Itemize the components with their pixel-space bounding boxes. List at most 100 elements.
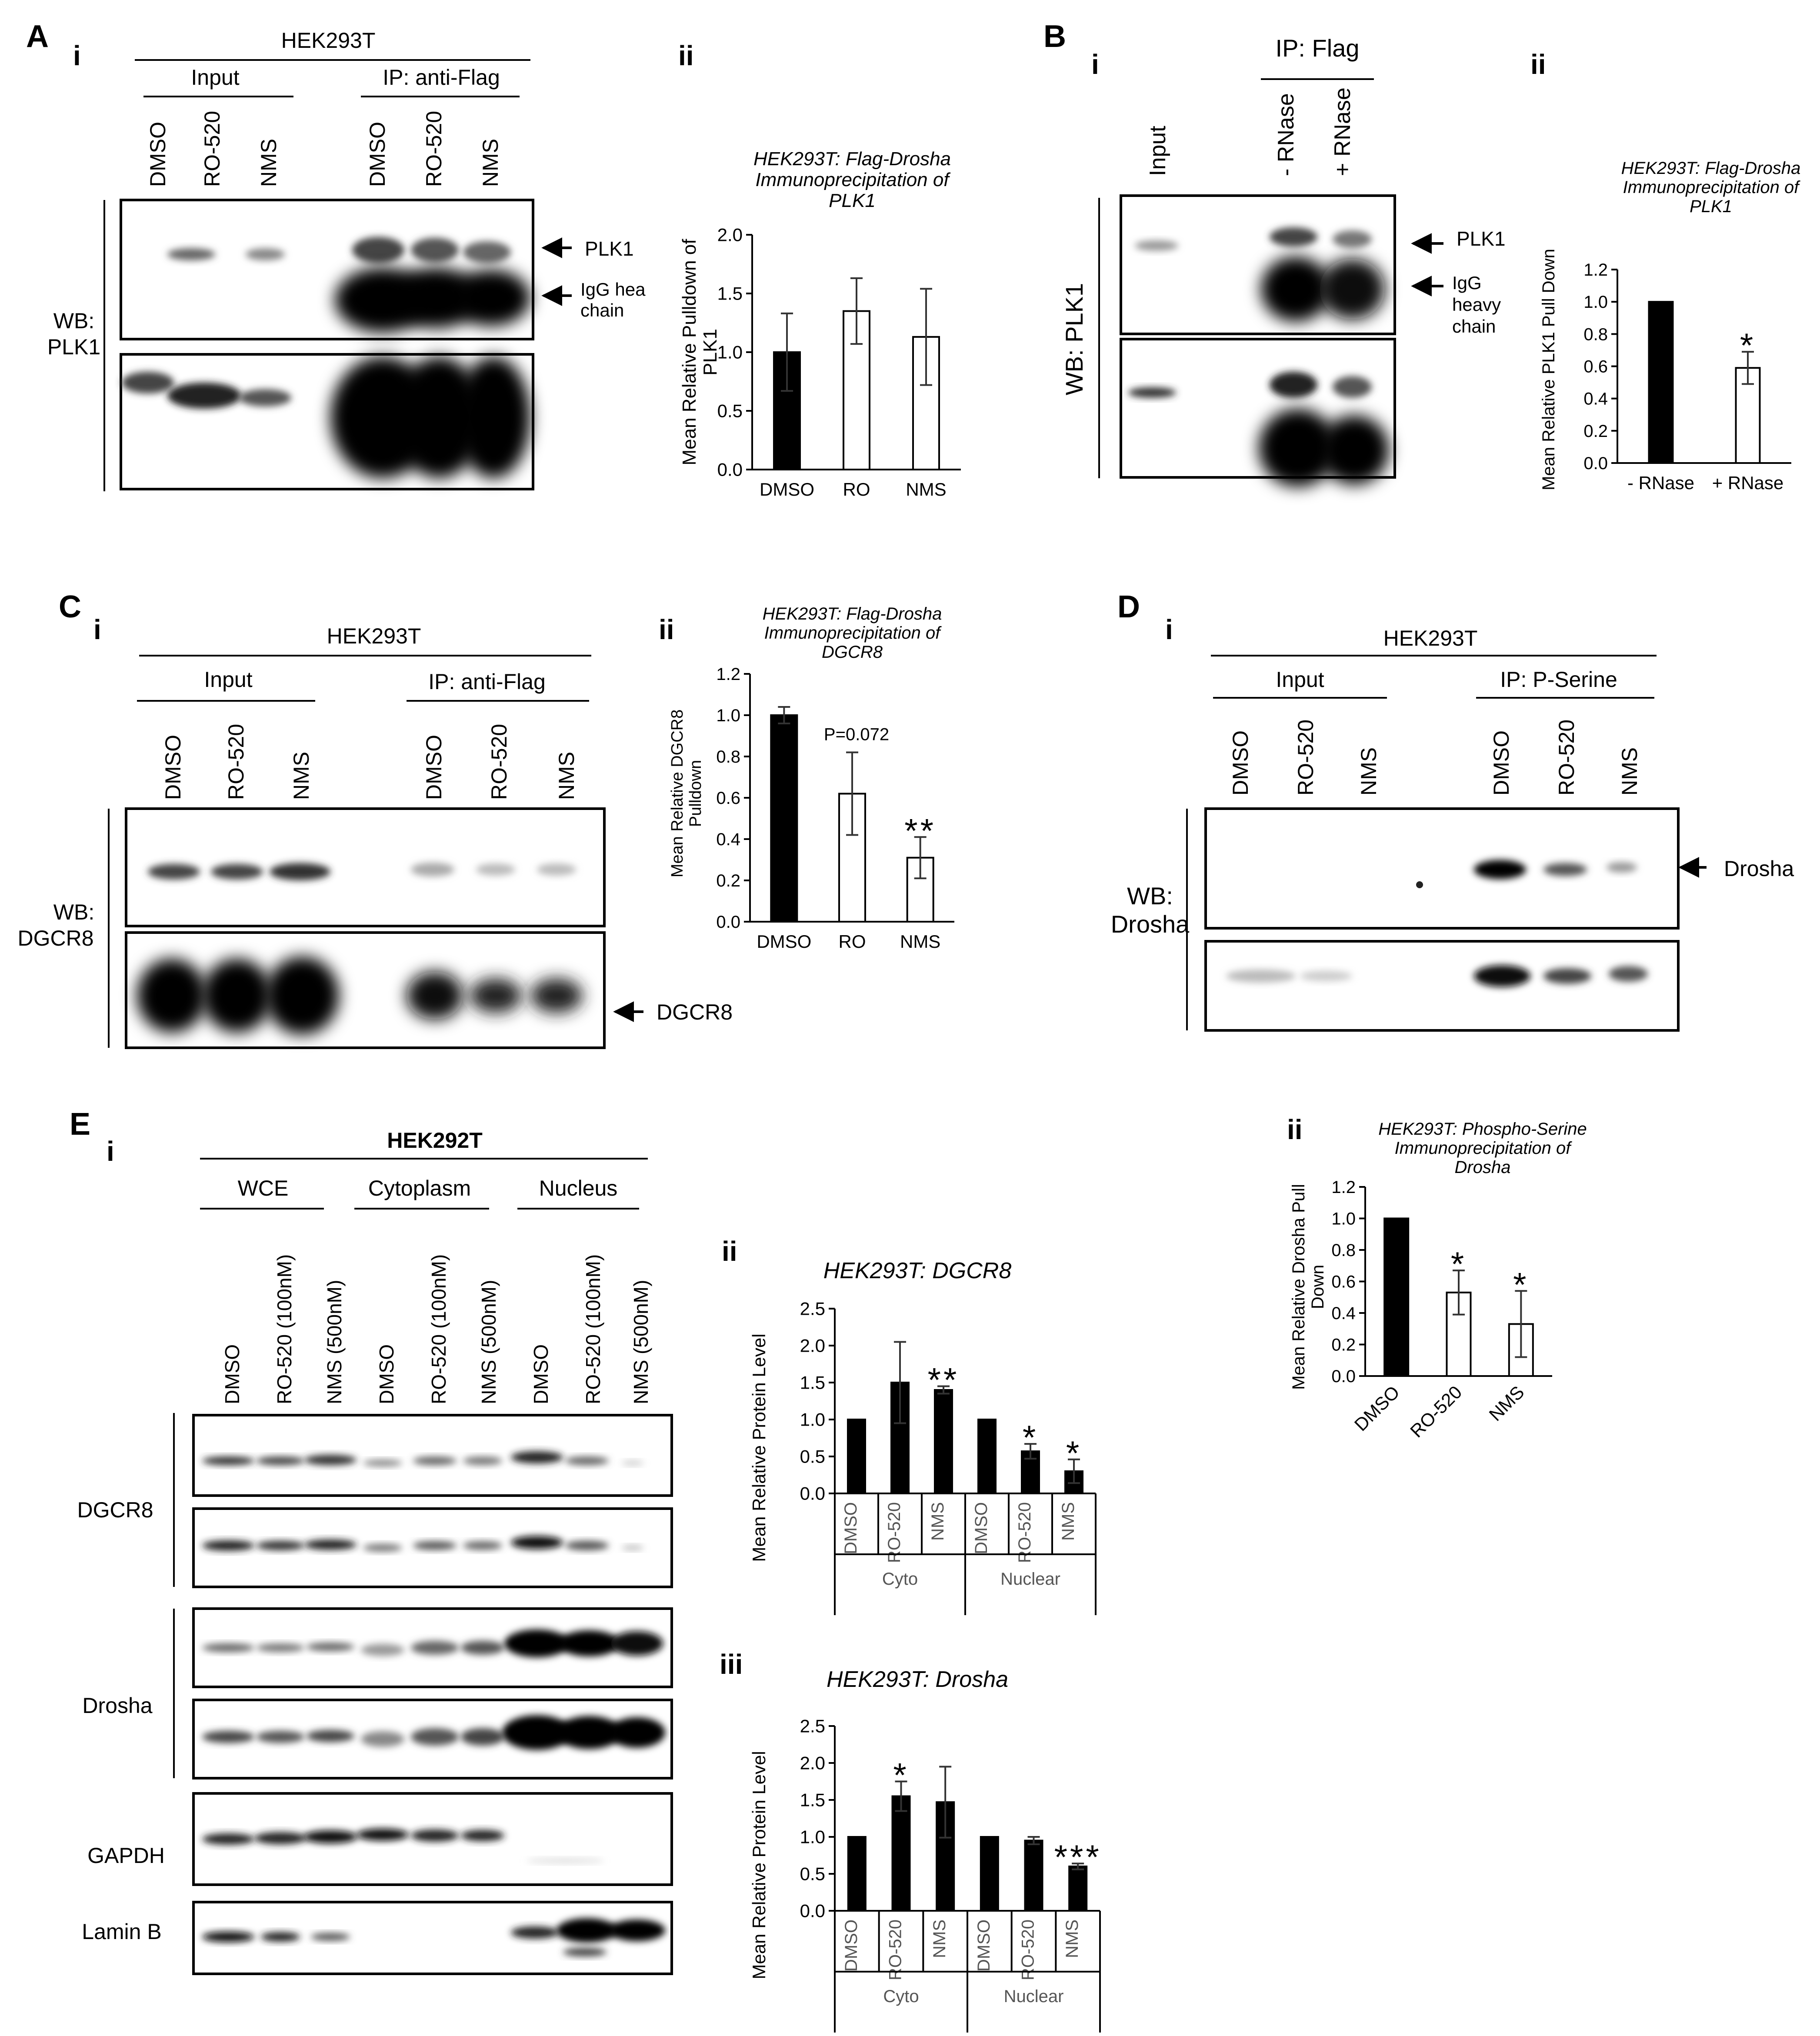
lane-label: Input: [1145, 126, 1170, 176]
panel-d-letter: D: [1117, 590, 1140, 624]
y-tick-label: 0.8: [1331, 1241, 1356, 1260]
panel-a-igg-label-1: IgG hea: [580, 279, 646, 300]
panel-b-blot-top: [1120, 194, 1396, 335]
x-tick-label: RO: [839, 931, 866, 952]
panel-c-i-label: i: [93, 614, 101, 645]
chart-title: Immunoprecipitation of: [755, 169, 951, 190]
x-tick-label: DMSO: [972, 1502, 991, 1554]
panel-c-cell-line: HEK293T: [327, 624, 421, 648]
y-axis-label: Mean Relative Protein Level: [749, 1333, 769, 1562]
x-tick-label: DMSO: [757, 931, 811, 952]
panel-b-blot-bottom: [1120, 338, 1396, 487]
y-tick-label: 0.6: [1331, 1273, 1356, 1292]
lane-label: DMSO: [375, 1344, 398, 1404]
y-tick-label: 1.0: [716, 706, 740, 725]
bar: [980, 1836, 999, 1912]
bar: [934, 1389, 953, 1494]
lane-label: NMS (500nM): [323, 1280, 346, 1404]
y-tick-label: 0.0: [716, 913, 740, 932]
panel-c-input-label: Input: [204, 667, 252, 692]
lane-label: RO-520 (100nM): [427, 1254, 450, 1404]
chart-title: HEK293T: Flag-Drosha: [763, 604, 942, 623]
lane-label: NMS: [1357, 747, 1381, 796]
y-tick-label: 0.4: [1331, 1304, 1356, 1323]
panel-c: C i ii HEK293T Input IP: anti-Flag DMSO R…: [17, 590, 733, 1049]
bar: [847, 1836, 867, 1912]
panel-d-blot-bottom: [1204, 940, 1680, 1032]
x-tick-label: NMS: [930, 1919, 949, 1958]
panel-a-i-label: i: [73, 40, 81, 71]
panel-c-blot-bottom: [125, 931, 606, 1049]
panel-a-igg-label-2: chain: [580, 300, 624, 320]
y-axis-label: Pulldown: [687, 760, 705, 827]
panel-a-cell-line: HEK293T: [281, 28, 376, 53]
panel-e-blot-drosha-1: [192, 1607, 673, 1688]
bar: [906, 856, 934, 923]
panel-e-blot-label-gapdh: GAPDH: [87, 1843, 165, 1868]
x-tick-label: RO-520: [886, 1919, 905, 1980]
panel-e-group-nucleus: Nucleus: [539, 1176, 618, 1200]
y-tick-label: 1.0: [1583, 293, 1608, 312]
lane-label: RO-520: [487, 724, 511, 800]
lane-label: NMS: [289, 752, 313, 800]
chart-title: HEK293T: DGCR8: [823, 1258, 1012, 1283]
chart-Bii: HEK293T: Flag-DroshaImmunoprecipitation …: [1539, 159, 1800, 493]
panel-e-blot-dgcr8-1: [192, 1414, 673, 1497]
x-tick-label: NMS: [928, 1502, 947, 1541]
panel-d-wb-label-2: Drosha: [1111, 910, 1190, 938]
panel-a: A i ii HEK293T Input IP: anti-Flag DMSO R…: [26, 19, 694, 491]
panel-e-group-wce: WCE: [238, 1176, 289, 1200]
x-tick-label: RO-520: [885, 1502, 904, 1563]
bar-charts: HEK293T: Flag-DroshaImmunoprecipitation …: [668, 148, 1800, 2033]
lane-label: RO-520: [422, 111, 446, 187]
y-tick-label: 0.5: [800, 1446, 825, 1467]
y-tick-label: 1.5: [800, 1373, 825, 1393]
panel-e-blot-label-dgcr8: DGCR8: [77, 1498, 153, 1522]
chart-title: PLK1: [1690, 197, 1732, 216]
y-tick-label: 1.0: [800, 1410, 825, 1430]
lane-label: DMSO: [146, 122, 170, 187]
x-tick-label: RO-520: [1015, 1502, 1034, 1563]
x-tick-label: + RNase: [1712, 473, 1784, 493]
y-tick-label: 2.0: [800, 1336, 825, 1356]
bar: [1024, 1839, 1043, 1912]
panel-d: D i HEK293T Input IP: P-Serine DMSO RO-52…: [1111, 590, 1794, 1145]
lane-label: RO-520: [200, 111, 224, 187]
panel-a-plk1-label: PLK1: [585, 237, 634, 260]
panel-c-letter: C: [59, 590, 81, 624]
chart-Dii: HEK293T: Phospho-SerineImmunoprecipitati…: [1289, 1120, 1587, 1441]
panel-c-wb-label-1: WB:: [53, 900, 94, 924]
lane-label: NMS (500nM): [630, 1280, 652, 1404]
y-tick-label: 0.2: [1331, 1336, 1356, 1355]
y-tick-label: 0.0: [800, 1483, 825, 1504]
y-tick-label: 0.2: [1583, 422, 1608, 441]
chart-title: Immunoprecipitation of: [764, 623, 942, 643]
panel-d-cell-line: HEK293T: [1383, 626, 1478, 650]
x-tick-label: NMS: [1485, 1382, 1528, 1425]
lane-label: - RNase: [1273, 93, 1299, 176]
panel-a-ip-label: IP: anti-Flag: [383, 65, 500, 90]
y-tick-label: 1.5: [717, 283, 743, 304]
x-tick-label: RO-520: [1019, 1919, 1038, 1980]
panel-b: B i ii IP: Flag Input - RNase + RNase WB: …: [1043, 19, 1546, 487]
panel-c-dgcr8-label: DGCR8: [657, 1000, 733, 1024]
y-tick-label: 0.6: [1583, 357, 1608, 377]
x-tick-label: NMS: [900, 931, 940, 952]
y-tick-label: 1.2: [1331, 1178, 1356, 1197]
bar: [1648, 301, 1674, 464]
y-tick-label: 2.5: [800, 1716, 825, 1736]
significance-star: *: [1066, 1434, 1082, 1472]
bar: [977, 1419, 997, 1494]
lane-label: RO-520 (100nM): [273, 1254, 296, 1404]
panel-b-plk1-label: PLK1: [1457, 227, 1506, 250]
lane-label: DMSO: [530, 1344, 552, 1404]
lane-label: DMSO: [422, 735, 446, 800]
x-tick-label: NMS: [1059, 1502, 1078, 1541]
y-tick-label: 2.5: [800, 1299, 825, 1319]
chart-title: DGCR8: [822, 643, 883, 662]
lane-label: NMS: [478, 139, 503, 187]
lane-label: DMSO: [1228, 730, 1253, 796]
y-tick-label: 1.5: [800, 1790, 825, 1810]
y-axis-label: Mean Relative Drosha Pull: [1289, 1184, 1308, 1390]
